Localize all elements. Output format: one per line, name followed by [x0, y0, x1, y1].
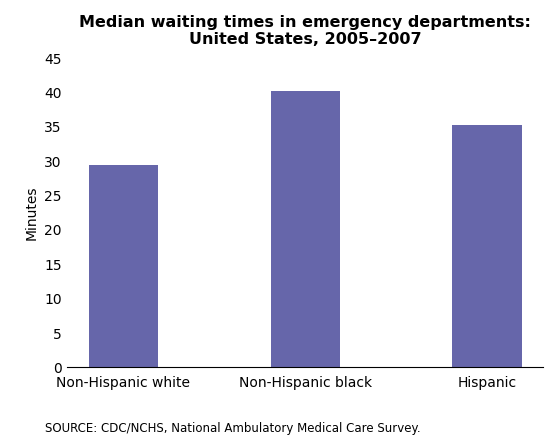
- Title: Median waiting times in emergency departments:
United States, 2005–2007: Median waiting times in emergency depart…: [80, 15, 531, 47]
- Bar: [89, 165, 158, 367]
- Bar: [270, 91, 340, 367]
- Text: SOURCE: CDC/NCHS, National Ambulatory Medical Care Survey.: SOURCE: CDC/NCHS, National Ambulatory Me…: [45, 422, 421, 435]
- Y-axis label: Minutes: Minutes: [25, 185, 39, 240]
- Bar: [452, 125, 521, 367]
